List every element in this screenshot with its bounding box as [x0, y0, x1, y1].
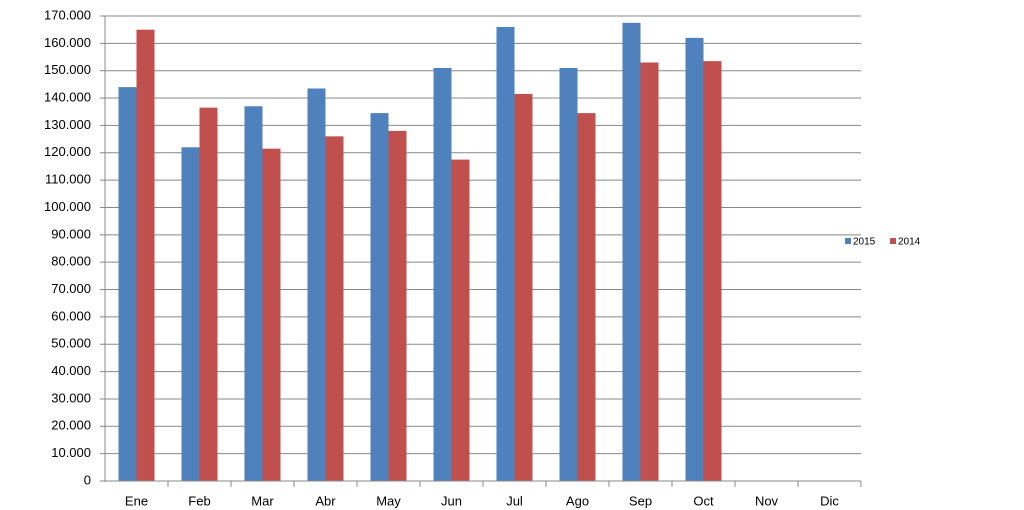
- y-tick-label: 0: [84, 472, 91, 487]
- bar: [622, 22, 641, 482]
- bar: [514, 93, 533, 482]
- legend-label: 2014: [898, 237, 921, 248]
- bar: [244, 106, 263, 481]
- bar: [136, 29, 155, 481]
- legend-swatch: [890, 238, 896, 244]
- y-tick-label: 40.000: [51, 363, 91, 378]
- x-tick-label: Feb: [188, 493, 210, 508]
- y-tick-label: 30.000: [51, 390, 91, 405]
- bar: [433, 67, 452, 482]
- bar: [262, 148, 281, 482]
- y-tick-label: 140.000: [44, 89, 91, 104]
- x-tick-label: May: [376, 493, 401, 508]
- x-tick-label: Jun: [441, 493, 462, 508]
- y-tick-label: 170.000: [44, 7, 91, 22]
- y-tick-label: 100.000: [44, 199, 91, 214]
- x-tick-label: Oct: [693, 493, 714, 508]
- y-tick-label: 150.000: [44, 62, 91, 77]
- bar: [496, 26, 515, 482]
- x-tick-label: Nov: [755, 493, 779, 508]
- legend-swatch: [845, 238, 851, 244]
- y-tick-label: 60.000: [51, 308, 91, 323]
- bar: [640, 62, 659, 481]
- y-tick-label: 160.000: [44, 35, 91, 50]
- x-tick-label: Sep: [629, 493, 652, 508]
- bar: [307, 88, 326, 481]
- bar: [685, 37, 704, 481]
- y-tick-label: 110.000: [45, 172, 91, 187]
- y-tick-label: 80.000: [51, 254, 91, 269]
- y-tick-label: 50.000: [51, 336, 91, 351]
- y-tick-label: 90.000: [51, 226, 91, 241]
- x-tick-label: Ago: [566, 493, 589, 508]
- bar: [325, 136, 344, 481]
- bar: [118, 87, 137, 481]
- bar: [199, 107, 218, 481]
- legend-label: 2015: [853, 237, 876, 248]
- bar: [559, 67, 578, 482]
- bar: [703, 61, 722, 481]
- y-tick-label: 70.000: [51, 281, 91, 296]
- x-tick-label: Ene: [125, 493, 148, 508]
- y-tick-label: 20.000: [51, 418, 91, 433]
- bar: [451, 159, 470, 481]
- y-tick-label: 130.000: [44, 117, 91, 132]
- bar: [370, 113, 389, 482]
- x-tick-label: Jul: [506, 493, 523, 508]
- y-tick-label: 120.000: [44, 144, 91, 159]
- x-tick-label: Mar: [251, 493, 274, 508]
- x-tick-label: Dic: [820, 493, 839, 508]
- bar: [388, 130, 407, 481]
- y-tick-label: 10.000: [51, 445, 91, 460]
- bar: [577, 113, 596, 482]
- x-tick-label: Abr: [315, 493, 336, 508]
- bar: [181, 147, 200, 481]
